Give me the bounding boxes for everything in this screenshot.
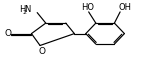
Text: N: N [24, 5, 30, 14]
Text: OH: OH [119, 3, 132, 11]
Text: O: O [39, 47, 46, 56]
Text: HO: HO [82, 3, 94, 11]
Text: 2: 2 [23, 10, 27, 15]
Text: H: H [19, 5, 25, 14]
Text: O: O [4, 29, 11, 38]
